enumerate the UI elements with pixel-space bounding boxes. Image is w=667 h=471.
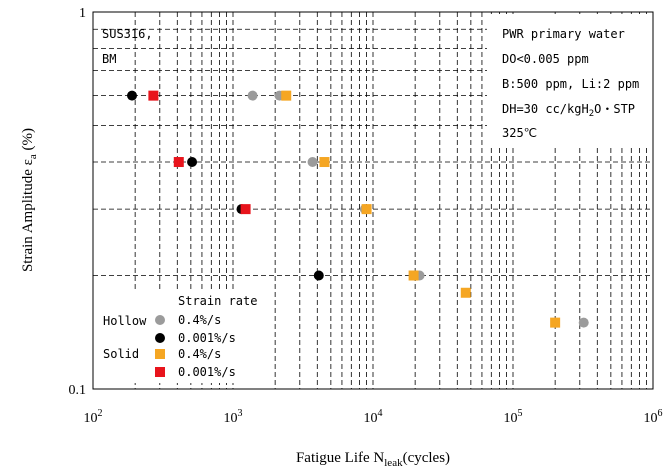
x-tick-label: 104 — [364, 408, 383, 426]
legend: Strain rate Hollow Solid 0.4%/s 0.001%/s 0.4%… — [99, 291, 264, 383]
data-point — [247, 90, 258, 101]
data-point — [148, 90, 159, 101]
material-label: SUS316, — [102, 27, 153, 41]
data-points — [127, 90, 589, 328]
data-point — [313, 270, 324, 281]
data-point — [460, 287, 471, 298]
legend-box — [99, 291, 264, 383]
legend-marker — [155, 367, 165, 377]
data-point — [173, 157, 184, 168]
material-label: BM — [102, 52, 116, 66]
data-point — [127, 90, 138, 101]
condition-line: 325℃ — [502, 126, 537, 140]
data-point — [307, 157, 318, 168]
legend-label: 0.001%/s — [178, 365, 236, 379]
legend-marker — [155, 333, 165, 343]
y-axis-title: Strain Amplitude εa (%) — [20, 128, 39, 272]
y-tick-label: 1 — [79, 6, 86, 21]
x-axis-title: Fatigue Life Nleak(cycles) — [296, 450, 450, 469]
legend-marker — [155, 349, 165, 359]
plot-frame — [92, 11, 654, 390]
legend-title: Strain rate — [178, 294, 257, 308]
condition-line: B:500 ppm, Li:2 ppm — [502, 77, 639, 91]
x-tick-label: 103 — [224, 408, 243, 426]
legend-label: 0.4%/s — [178, 313, 221, 327]
y-tick-label: 0.1 — [69, 383, 87, 398]
annotations: SUS316, BM PWR primary water DO<0.005 ppm B:… — [102, 14, 651, 146]
condition-line: PWR primary water — [502, 27, 625, 41]
axis-ticks: 102 103 104 105 106 1 0.1 — [69, 6, 663, 426]
legend-group-solid: Solid — [103, 347, 139, 361]
axis-titles: Fatigue Life Nleak(cycles) Strain Amplitu… — [20, 128, 450, 469]
legend-group-hollow: Hollow — [103, 314, 147, 328]
data-point — [240, 204, 251, 215]
x-tick-label: 102 — [84, 408, 103, 426]
data-point — [319, 157, 330, 168]
data-point — [550, 317, 561, 328]
data-point — [408, 270, 419, 281]
legend-marker — [155, 315, 165, 325]
legend-label: 0.4%/s — [178, 347, 221, 361]
data-point — [578, 317, 589, 328]
x-tick-label: 105 — [504, 408, 523, 426]
data-point — [361, 204, 372, 215]
condition-box — [487, 14, 651, 146]
condition-line: DO<0.005 ppm — [502, 52, 589, 66]
data-point — [187, 157, 198, 168]
x-tick-label: 106 — [644, 408, 663, 426]
condition-line: DH=30 cc/kgH2O・STP — [502, 102, 635, 119]
legend-label: 0.001%/s — [178, 331, 236, 345]
data-point — [281, 90, 292, 101]
